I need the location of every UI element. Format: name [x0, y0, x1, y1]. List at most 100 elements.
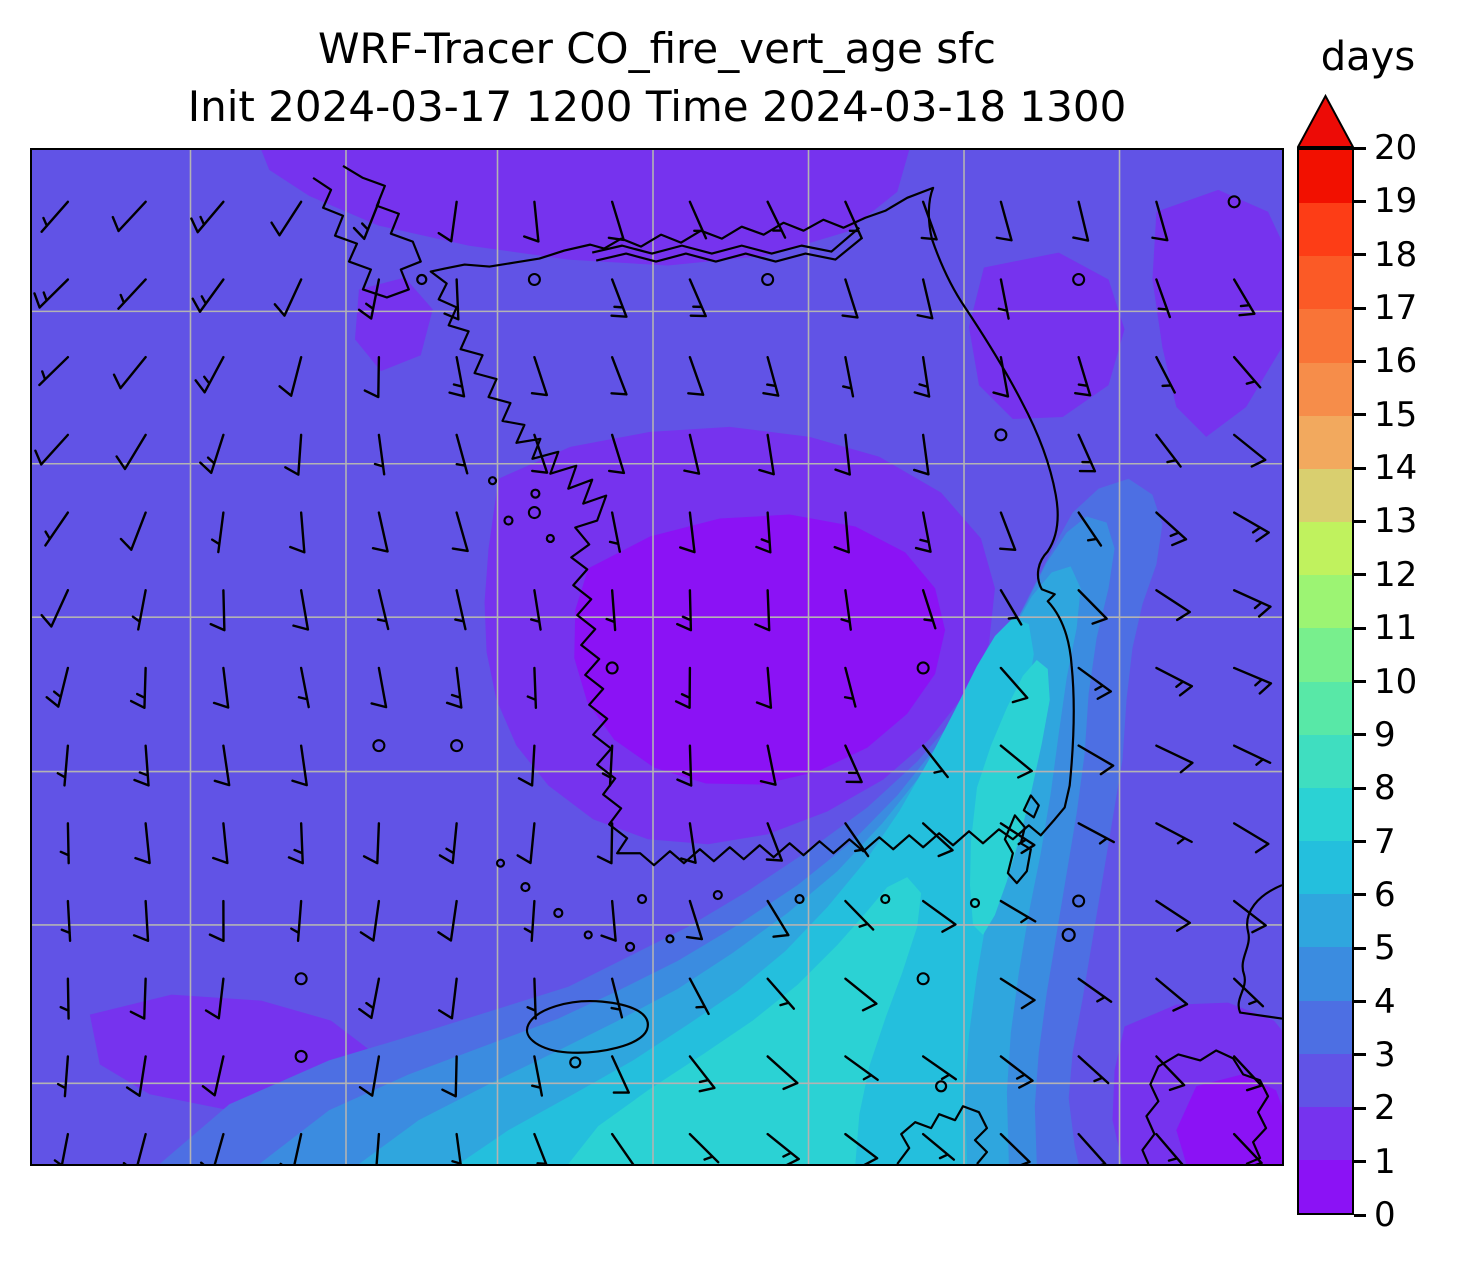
wind-barb	[60, 899, 72, 942]
wind-barb	[844, 744, 863, 784]
wind-barb	[358, 1055, 381, 1097]
wind-barb	[190, 200, 225, 234]
wind-barb	[1151, 200, 1169, 242]
coastline-jeju	[525, 1000, 649, 1054]
wind-barb	[297, 666, 310, 709]
wind-barb	[111, 200, 147, 233]
wind-barb	[132, 899, 150, 942]
colorbar	[1297, 148, 1354, 1215]
wind-barb	[287, 822, 304, 865]
island-circle	[569, 1056, 582, 1069]
wind-barb	[610, 278, 628, 318]
colorbar-tick	[1354, 733, 1366, 737]
calm-wind-circle	[994, 428, 1008, 442]
colorbar-segment	[1299, 1000, 1352, 1054]
colorbar-tick-label: 18	[1374, 234, 1418, 275]
colorbar-tick-label: 12	[1374, 554, 1418, 595]
colorbar-tick-label: 13	[1374, 501, 1418, 542]
colorbar-segment	[1299, 1106, 1352, 1160]
wind-barb	[912, 433, 930, 476]
wind-barb	[53, 1132, 70, 1164]
wind-barb	[1155, 1132, 1184, 1164]
calm-wind-circle	[527, 506, 541, 520]
colorbar-tick-label: 3	[1374, 1034, 1396, 1075]
colorbar-tick	[1354, 573, 1366, 577]
contour-band-aged-6	[458, 618, 1034, 1164]
island-circle	[530, 488, 541, 499]
wind-barb	[358, 977, 381, 1020]
colorbar-tick	[1354, 466, 1366, 470]
colorbar-tick-column: 0 1 2 3 4 5 6 7 8 9 10 11 12 13 14 15 16 17 18 19 20	[1354, 128, 1454, 1235]
wind-barb	[38, 355, 70, 387]
wind-barb	[129, 666, 147, 709]
wind-barb	[370, 666, 388, 709]
wind-barb	[451, 511, 469, 553]
colorbar-tick-label: 4	[1374, 981, 1396, 1022]
wind-barb	[916, 278, 934, 320]
wind-barb	[999, 1132, 1031, 1164]
wind-barb	[1155, 1055, 1186, 1092]
wind-barb	[523, 200, 540, 243]
wind-barb	[920, 200, 938, 241]
wind-barb	[1077, 666, 1113, 700]
coastline-liaodong	[312, 164, 422, 299]
wind-barb	[999, 744, 1033, 779]
wind-barb	[834, 433, 851, 476]
wind-barb	[59, 977, 70, 1020]
wind-barb	[844, 822, 870, 858]
colorbar-tick	[1354, 1106, 1366, 1110]
colorbar-tick-label: 19	[1374, 181, 1418, 222]
wind-barb	[1232, 822, 1270, 854]
wind-barb	[688, 200, 708, 240]
wind-barb	[530, 589, 542, 631]
colorbar-tick-label: 7	[1374, 821, 1396, 862]
wind-barb	[376, 589, 390, 631]
contour-band-central-core	[574, 514, 946, 785]
colorbar-tick-label: 15	[1374, 394, 1418, 435]
wind-barb	[352, 200, 381, 241]
wind-barb	[759, 744, 777, 786]
wind-barb	[40, 589, 70, 628]
wind-barb	[674, 666, 692, 709]
wind-barb	[844, 899, 875, 931]
colorbar-extend-arrow-triangle	[1296, 93, 1355, 148]
wind-barb	[755, 511, 772, 554]
island-circle	[545, 533, 555, 544]
wind-barb	[1077, 433, 1097, 473]
colorbar-tick	[1354, 680, 1366, 683]
map-svg	[32, 150, 1282, 1164]
coastline-kyushu-island	[1141, 1049, 1270, 1164]
wind-barb	[45, 666, 70, 708]
island-circle	[636, 893, 648, 905]
colorbar-tick	[1354, 519, 1366, 523]
colorbar-tick	[1354, 413, 1366, 417]
wind-barb	[844, 200, 863, 240]
wind-barb	[1155, 666, 1194, 697]
wind-barb	[596, 822, 614, 865]
contour-band-north-strip	[261, 150, 910, 266]
wind-barb	[34, 433, 70, 466]
wind-barb	[199, 433, 225, 475]
island-circle	[794, 893, 805, 905]
wind-barb	[56, 1055, 70, 1098]
colorbar-tick	[1354, 1213, 1366, 1217]
calm-wind-circle	[450, 739, 464, 753]
wind-barb	[199, 1132, 225, 1164]
wind-barb	[437, 200, 458, 243]
island-circle	[495, 858, 506, 868]
wind-barb	[371, 511, 389, 553]
colorbar-tick-label: 9	[1374, 714, 1396, 755]
contour-fill-layer	[32, 150, 1282, 1164]
wind-barb	[921, 899, 957, 933]
wind-barb	[679, 511, 696, 554]
island-circle	[712, 889, 723, 901]
wind-barb	[992, 355, 1010, 398]
coastline-border-river-2	[591, 226, 861, 255]
colorbar-tick	[1354, 1000, 1366, 1004]
wind-barb	[687, 355, 705, 396]
wind-barb	[833, 511, 850, 554]
wind-barb	[840, 589, 852, 631]
colorbar-segment	[1299, 150, 1352, 204]
wind-barb	[291, 744, 308, 787]
colorbar-tick-label: 1	[1374, 1141, 1396, 1182]
